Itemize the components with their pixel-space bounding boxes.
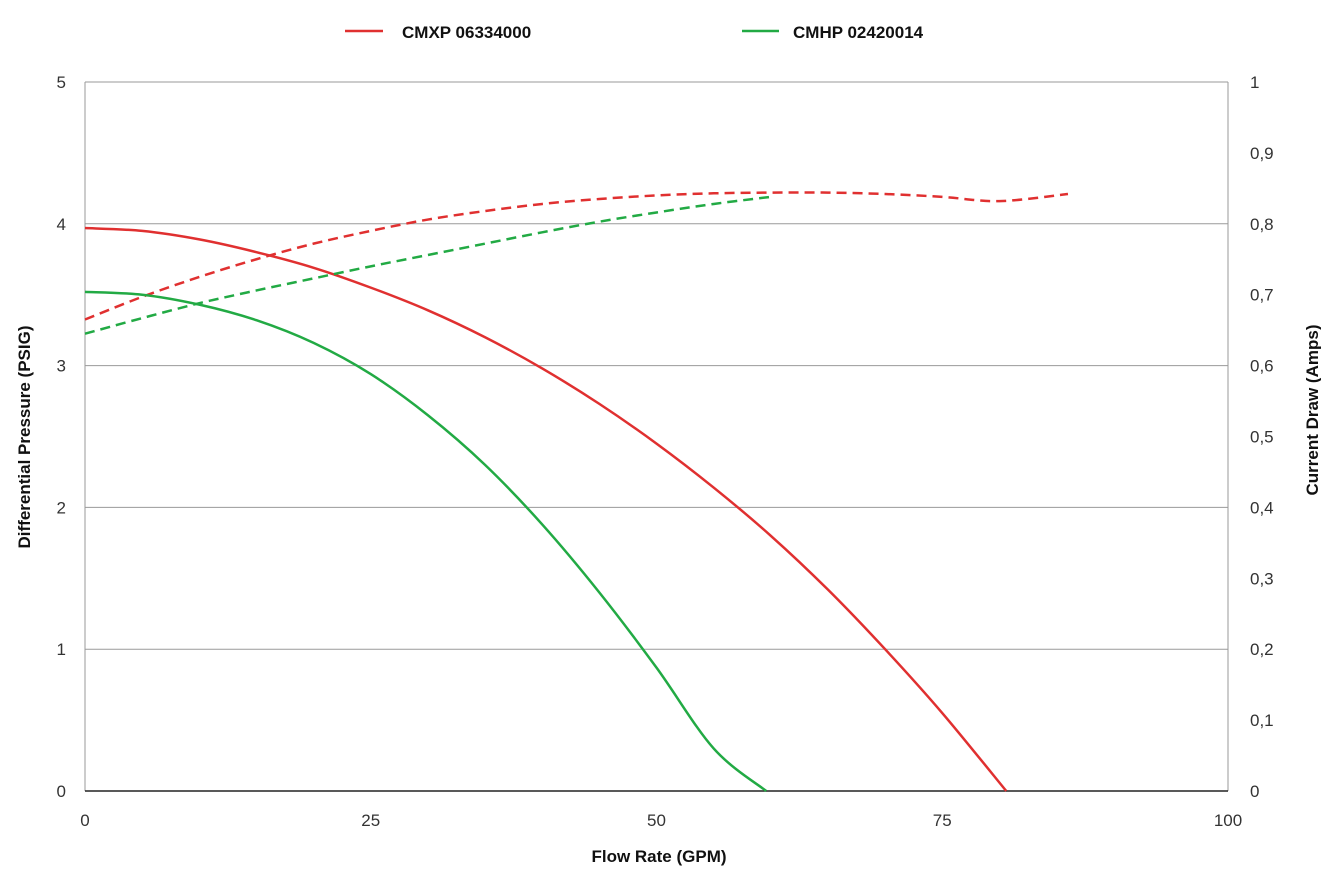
y-right-tick-label-3: 0,3 (1250, 569, 1274, 588)
y-right-tick-label-1: 0,1 (1250, 711, 1274, 730)
y-left-tick-labels: 0 1 2 3 4 5 (57, 73, 66, 801)
series-line-cmxp-06334000-solid (85, 228, 1006, 791)
y-right-tick-label-4: 0,4 (1250, 498, 1274, 517)
legend-item-cmxp[interactable]: CMXP 06334000 (345, 23, 531, 42)
y-right-axis-title: Current Draw (Amps) (1303, 325, 1321, 496)
x-tick-label-2: 50 (647, 811, 666, 830)
y-left-axis-title: Differential Pressure (PSIG) (15, 326, 34, 549)
y-left-tick-label-4: 4 (57, 215, 66, 234)
y-right-tick-label-7: 0,7 (1250, 286, 1274, 305)
y-right-tick-label-6: 0,6 (1250, 357, 1274, 376)
y-left-tick-label-3: 3 (57, 357, 66, 376)
y-right-tick-label-9: 0,9 (1250, 144, 1274, 163)
y-left-tick-label-5: 5 (57, 73, 66, 92)
legend-label-cmxp: CMXP 06334000 (402, 23, 531, 42)
legend-label-cmhp: CMHP 02420014 (793, 23, 924, 42)
x-tick-label-0: 0 (80, 811, 89, 830)
y-right-tick-label-10: 1 (1250, 73, 1259, 92)
legend: CMXP 06334000 CMHP 02420014 (345, 23, 924, 42)
x-tick-label-3: 75 (933, 811, 952, 830)
y-left-tick-label-1: 1 (57, 640, 66, 659)
gridlines (85, 82, 1228, 649)
plot-frame (85, 82, 1228, 791)
x-tick-label-4: 100 (1214, 811, 1242, 830)
y-right-tick-labels: 0 0,1 0,2 0,3 0,4 0,5 0,6 0,7 0,8 0,9 1 (1250, 73, 1274, 801)
y-left-tick-label-2: 2 (57, 498, 66, 517)
legend-item-cmhp[interactable]: CMHP 02420014 (742, 23, 924, 42)
series-line-cmhp-02420014-solid (85, 292, 766, 791)
y-right-tick-label-0: 0 (1250, 782, 1259, 801)
y-left-tick-label-0: 0 (57, 782, 66, 801)
y-right-tick-label-8: 0,8 (1250, 215, 1274, 234)
series-line-cmxp-06334000-dashed (85, 192, 1068, 319)
series-line-cmhp-02420014-dashed (85, 197, 771, 334)
series-group (85, 192, 1068, 791)
y-right-tick-label-5: 0,5 (1250, 428, 1274, 447)
y-right-tick-label-2: 0,2 (1250, 640, 1274, 659)
x-axis-title: Flow Rate (GPM) (591, 847, 726, 866)
x-tick-labels: 0 25 50 75 100 (80, 811, 1242, 830)
x-tick-label-1: 25 (361, 811, 380, 830)
